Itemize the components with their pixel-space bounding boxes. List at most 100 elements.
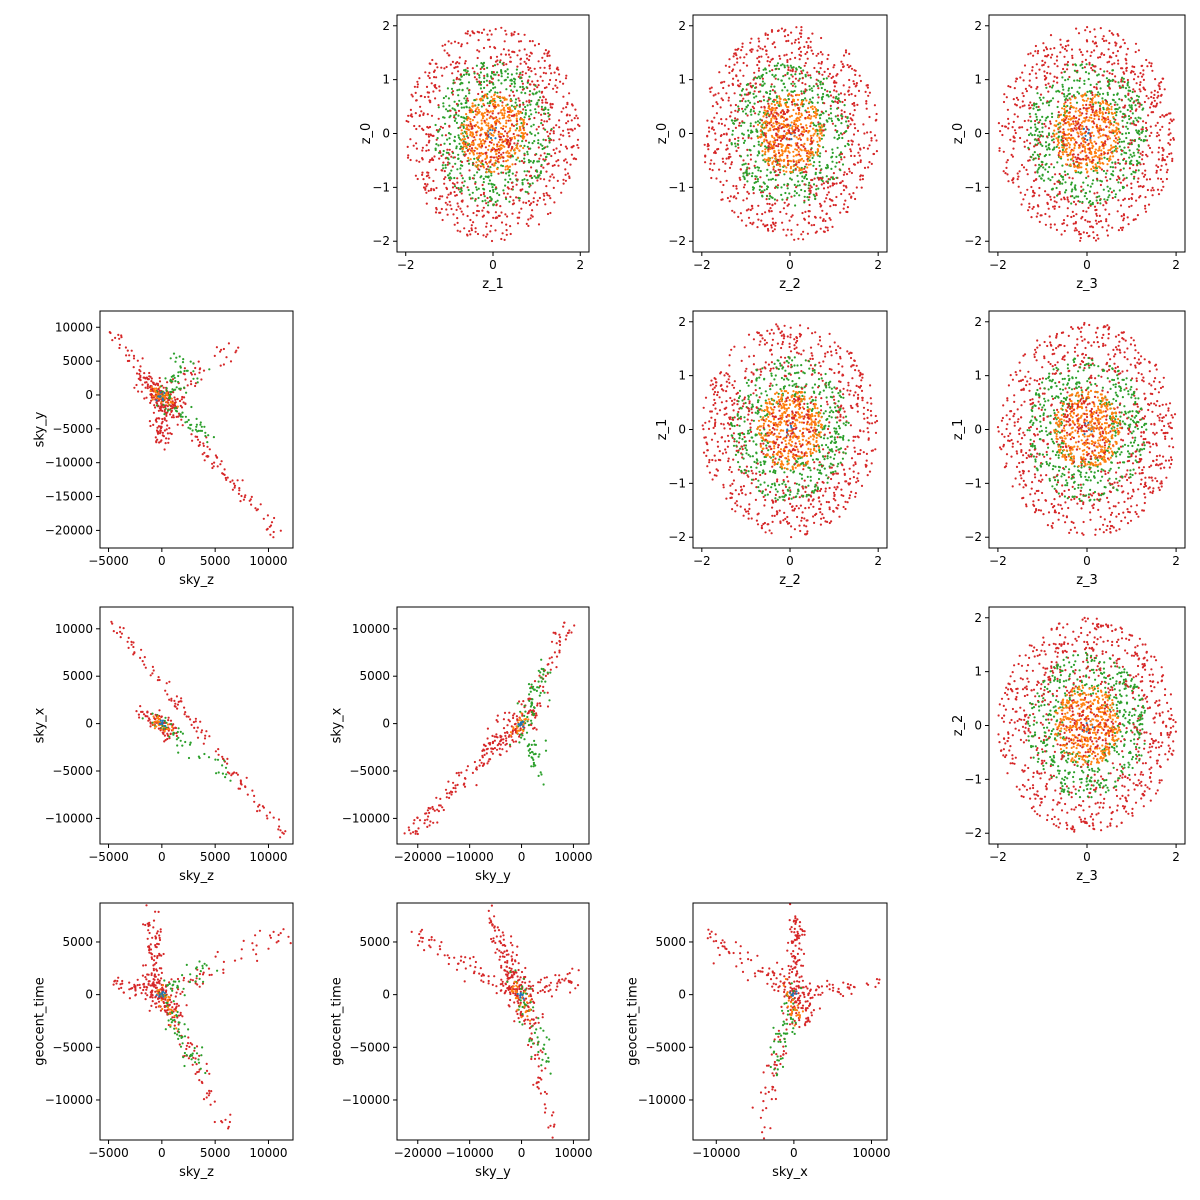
scatter-point-series-3 [472, 221, 475, 224]
scatter-point-series-3 [473, 76, 476, 79]
scatter-point-series-3 [736, 110, 739, 113]
scatter-point-series-3 [1142, 73, 1145, 76]
scatter-point-series-3 [576, 144, 579, 147]
scatter-point-series-1 [509, 119, 512, 122]
scatter-point-series-2 [515, 127, 519, 130]
scatter-point-series-3 [790, 195, 793, 198]
scatter-point-series-3 [481, 183, 484, 187]
scatter-point-series-3 [493, 129, 497, 132]
scatter-point-series-3 [733, 92, 736, 95]
scatter-point-series-2 [1134, 117, 1137, 120]
scatter-point-series-2 [1039, 143, 1042, 146]
scatter-point-series-2 [1036, 153, 1039, 156]
scatter-point-series-2 [1144, 135, 1147, 138]
scatter-point-series-2 [1096, 195, 1099, 199]
scatter-point-series-3 [831, 225, 834, 228]
scatter-point-series-2 [455, 121, 458, 124]
scatter-point-series-3 [771, 42, 774, 46]
scatter-point-series-3 [537, 105, 540, 108]
scatter-point-series-3 [728, 58, 731, 61]
scatter-point-series-3 [441, 169, 444, 172]
scatter-point-series-3 [528, 55, 531, 58]
scatter-point-series-1 [772, 140, 775, 143]
scatter-point-series-3 [510, 123, 514, 126]
scatter-point-series-3 [848, 93, 851, 96]
scatter-point-series-3 [1116, 142, 1119, 145]
scatter-point-series-3 [751, 223, 754, 226]
scatter-point-series-1 [1067, 128, 1070, 131]
scatter-point-series-3 [774, 160, 778, 163]
scatter-point-series-3 [1061, 222, 1064, 225]
scatter-point-series-2 [508, 169, 511, 172]
scatter-point-series-3 [469, 233, 472, 236]
scatter-point-series-3 [1122, 125, 1125, 128]
scatter-point-series-3 [1013, 129, 1017, 132]
scatter-point-series-2 [1099, 199, 1102, 202]
scatter-point-series-3 [806, 152, 809, 155]
scatter-point-series-2 [507, 171, 510, 174]
y-tick-label: 0 [382, 127, 390, 141]
scatter-point-series-3 [808, 187, 811, 190]
scatter-point-series-3 [421, 171, 424, 174]
scatter-point-series-3 [1035, 63, 1038, 66]
scatter-point-series-3 [1062, 219, 1066, 222]
scatter-point-series-2 [803, 175, 807, 178]
scatter-point-series-3 [449, 192, 452, 195]
scatter-point-series-3 [420, 110, 423, 113]
scatter-point-series-3 [567, 120, 570, 123]
scatter-point-series-3 [566, 113, 569, 116]
scatter-point-series-3 [1015, 96, 1019, 99]
scatter-point-series-3 [544, 203, 547, 206]
scatter-point-series-3 [1066, 224, 1069, 227]
scatter-point-series-3 [1117, 161, 1120, 164]
scatter-point-series-3 [541, 79, 544, 82]
scatter-point-series-2 [529, 131, 532, 134]
scatter-point-series-3 [1066, 196, 1069, 199]
scatter-point-series-2 [766, 168, 769, 171]
scatter-point-series-2 [782, 75, 785, 78]
scatter-point-series-3 [458, 62, 461, 65]
scatter-point-series-2 [486, 102, 489, 105]
scatter-point-series-3 [1051, 53, 1054, 56]
scatter-point-series-1 [809, 163, 812, 166]
scatter-point-series-3 [577, 123, 580, 126]
scatter-point-series-2 [1095, 199, 1098, 202]
scatter-point-series-3 [857, 89, 861, 92]
scatter-point-series-3 [491, 163, 494, 166]
scatter-point-series-3 [1059, 130, 1062, 133]
scatter-point-series-2 [478, 76, 481, 79]
scatter-point-series-3 [440, 66, 443, 69]
scatter-point-series-1 [460, 132, 463, 135]
scatter-point-series-1 [1105, 108, 1108, 111]
scatter-point-series-3 [798, 58, 801, 61]
scatter-point-series-3 [1034, 178, 1037, 181]
scatter-point-series-2 [794, 73, 797, 76]
scatter-point-series-3 [1162, 77, 1165, 80]
scatter-point-series-3 [517, 40, 521, 43]
scatter-point-series-3 [1063, 63, 1067, 66]
scatter-point-series-3 [516, 65, 519, 68]
scatter-point-series-3 [749, 82, 752, 85]
scatter-point-series-3 [542, 127, 545, 130]
scatter-point-series-3 [543, 86, 547, 90]
scatter-point-series-3 [764, 211, 767, 214]
scatter-point-series-3 [872, 152, 876, 156]
scatter-point-series-2 [1103, 70, 1106, 73]
scatter-point-series-1 [820, 124, 823, 127]
scatter-point-series-3 [1102, 39, 1106, 43]
scatter-point-series-1 [795, 117, 798, 121]
scatter-point-series-2 [826, 163, 829, 167]
scatter-point-series-3 [842, 184, 845, 187]
scatter-point-series-3 [562, 134, 565, 137]
scatter-point-series-3 [517, 32, 520, 36]
scatter-point-series-3 [437, 117, 440, 120]
scatter-point-series-3 [505, 229, 508, 232]
scatter-point-series-3 [852, 163, 856, 166]
scatter-point-series-3 [808, 203, 811, 207]
scatter-point-series-2 [1039, 98, 1042, 102]
scatter-point-series-1 [506, 107, 510, 110]
scatter-point-series-2 [457, 157, 460, 160]
scatter-point-series-2 [816, 84, 819, 88]
scatter-point-series-3 [1038, 186, 1041, 190]
